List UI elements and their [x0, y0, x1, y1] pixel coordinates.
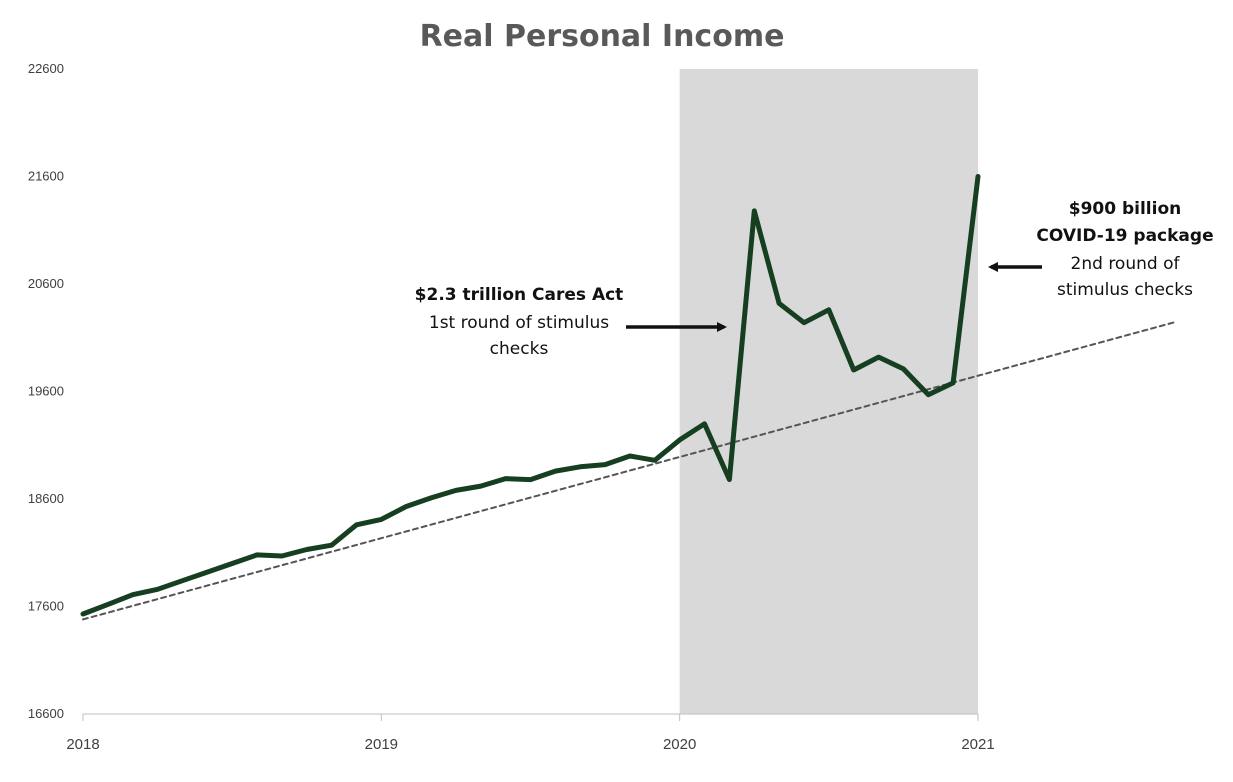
x-tick-label: 2020 [663, 736, 696, 753]
y-tick-label: 22600 [28, 61, 64, 76]
income-line [80, 174, 981, 617]
annotation-covid-package-line-1: $900 billion [1069, 199, 1182, 219]
annotation-cares-act-line-1: $2.3 trillion Cares Act [415, 285, 624, 305]
annotation-cares-act-line-3: checks [490, 339, 549, 359]
annotation-covid-package-line-2: COVID-19 package [1036, 226, 1213, 246]
annotation-cares-act: $2.3 trillion Cares Act 1st round of sti… [415, 285, 727, 359]
chart-title: Real Personal Income [420, 19, 785, 54]
annotation-covid-package-line-3: 2nd round of [1071, 254, 1181, 274]
y-tick-label: 21600 [28, 169, 64, 184]
annotation-covid-package: $900 billion COVID-19 package 2nd round … [988, 199, 1214, 300]
x-tick-label: 2018 [66, 736, 99, 753]
y-tick-label: 18600 [28, 491, 64, 506]
y-tick-label: 16600 [28, 706, 64, 721]
y-tick-label: 17600 [28, 599, 64, 614]
annotation-covid-package-line-4: stimulus checks [1057, 280, 1193, 300]
y-tick-label: 20600 [28, 276, 64, 291]
x-tick-label: 2021 [961, 736, 994, 753]
y-tick-label: 19600 [28, 384, 64, 399]
annotation-cares-act-line-2: 1st round of stimulus [429, 313, 609, 333]
trend-line [82, 320, 1178, 621]
x-tick-label: 2019 [365, 736, 398, 753]
